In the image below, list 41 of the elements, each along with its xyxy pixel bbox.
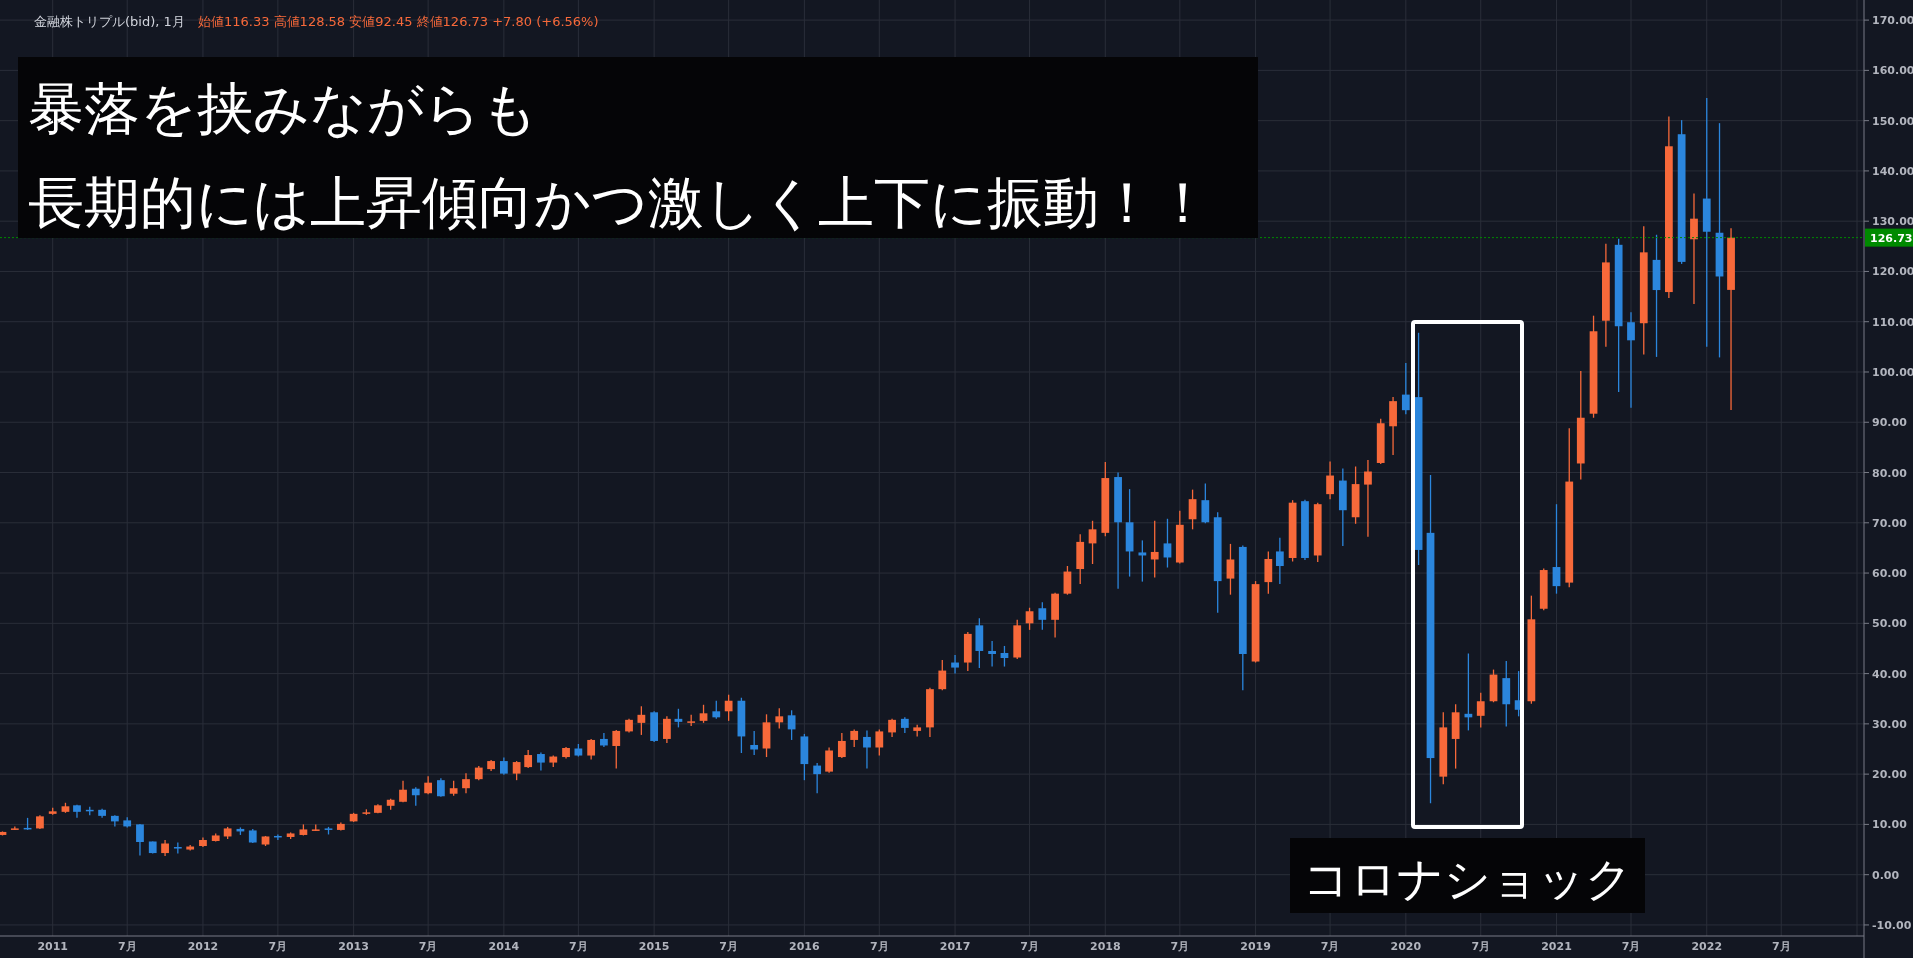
x-tick-label: 2019 [1240, 940, 1271, 953]
y-tick-label: 40.00 [1872, 667, 1908, 681]
x-tick-label: 2018 [1090, 940, 1121, 953]
x-tick-label: 7月 [1320, 940, 1340, 953]
annotation: コロナショック [1303, 852, 1632, 906]
x-tick-label: 2016 [789, 940, 821, 953]
x-tick-label: 2011 [37, 940, 69, 953]
x-tick-label: 7月 [1771, 940, 1791, 953]
x-tick-label: 2012 [187, 940, 219, 953]
x-tick-label: 7月 [569, 940, 588, 953]
x-tick-label: 7月 [719, 940, 738, 953]
y-tick-label: 60.00 [1872, 567, 1908, 581]
y-tick-label: 30.00 [1872, 717, 1908, 731]
x-tick-label: 7月 [1170, 940, 1190, 953]
annotation: 暴落を挟みながらも [28, 76, 538, 141]
ref-line-label: 126.73 [1870, 231, 1913, 245]
x-tick-label: 2014 [488, 940, 520, 953]
x-tick-label: 2022 [1691, 940, 1723, 953]
y-tick-label: 10.00 [1872, 818, 1908, 832]
x-tick-label: 2021 [1541, 940, 1572, 953]
x-tick-label: 2020 [1390, 940, 1422, 953]
y-tick-label: 50.00 [1872, 617, 1908, 631]
y-tick-label: 70.00 [1872, 516, 1908, 530]
text: 金融株トリプル(bid), 1月 [34, 14, 185, 29]
x-tick-label: 7月 [1471, 940, 1491, 953]
x-tick-label: 7月 [117, 940, 137, 953]
x-tick-label: 2015 [638, 940, 670, 953]
y-tick-label: -10.00 [1872, 918, 1912, 932]
y-tick-label: 90.00 [1872, 416, 1908, 430]
y-tick-label: 0.00 [1872, 868, 1900, 882]
x-tick-label: 7月 [1020, 940, 1039, 953]
x-tick-label: 2013 [338, 940, 369, 953]
annotation: 始値116.33 高値128.58 安値92.45 終値126.73 +7.80 (+6.56%) [198, 14, 599, 29]
x-tick-label: 7月 [268, 940, 288, 953]
annotation: 長期的には上昇傾向かつ激しく上下に振動！！ [28, 170, 1211, 235]
y-tick-label: 80.00 [1872, 466, 1908, 480]
y-tick-label: 20.00 [1872, 768, 1908, 782]
x-tick-label: 7月 [869, 940, 889, 953]
x-tick-label: 7月 [1621, 940, 1641, 953]
x-tick-label: 7月 [418, 940, 438, 953]
x-tick-label: 2017 [939, 940, 971, 953]
